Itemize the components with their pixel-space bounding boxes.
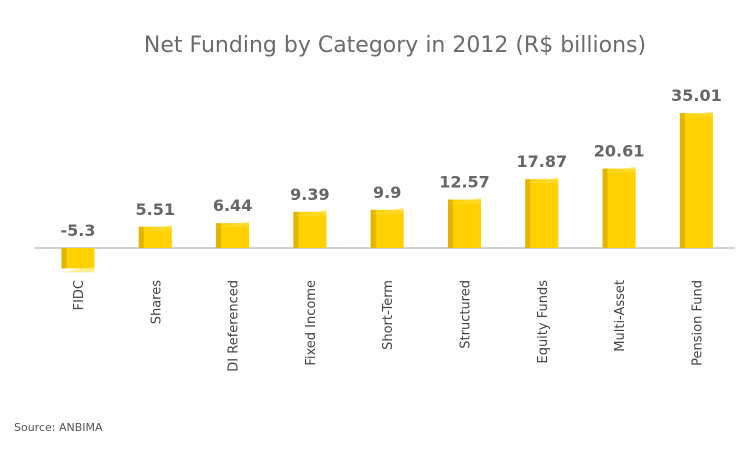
bar-cap: [370, 207, 404, 214]
bar-side: [216, 223, 222, 248]
bar: [216, 223, 250, 248]
x-tick-label: FIDC: [72, 280, 87, 310]
bar-side: [138, 226, 144, 248]
bar: [138, 226, 172, 248]
bar-cap: [293, 209, 327, 216]
bar-cap: [448, 197, 481, 204]
x-tick-label: Multi-Asset: [613, 280, 628, 352]
x-tick-label: Structured: [459, 280, 474, 349]
source-note: Source: ANBIMA: [14, 421, 103, 434]
x-tick-label: Pension Fund: [690, 280, 705, 366]
bar-cap: [138, 224, 172, 231]
data-label: 9.9: [373, 183, 401, 202]
bar: [370, 209, 404, 248]
bar-side: [370, 209, 376, 248]
bar-cap: [61, 266, 95, 273]
chart-title: Net Funding by Category in 2012 (R$ bill…: [144, 33, 646, 58]
data-label: -5.3: [61, 221, 96, 240]
bars-group: -5.3 FIDC 5.51 Shares 6.44 DI Referenced 9.39 F…: [61, 86, 722, 371]
bar-cap: [679, 111, 713, 118]
x-tick-label: Equity Funds: [536, 280, 551, 364]
data-label: 17.87: [516, 152, 567, 171]
bar: [293, 211, 327, 248]
bar-side: [61, 248, 67, 269]
bar-cap: [525, 177, 559, 184]
x-tick-label: Short-Term: [381, 280, 396, 350]
bar: [679, 113, 713, 248]
bar-side: [448, 199, 453, 248]
data-label: 9.39: [290, 185, 329, 204]
data-label: 6.44: [213, 196, 252, 215]
data-label: 20.61: [594, 142, 645, 161]
bar: [448, 199, 481, 248]
bar: [525, 179, 559, 248]
bar: [602, 168, 636, 248]
x-tick-label: Fixed Income: [304, 280, 319, 366]
data-label: 12.57: [439, 173, 490, 192]
bar-side: [525, 179, 531, 248]
bar-side: [602, 168, 608, 248]
data-label: 35.01: [671, 86, 722, 105]
bar-side: [679, 113, 685, 248]
x-tick-label: Shares: [149, 280, 164, 325]
bar-side: [293, 211, 299, 248]
bar: [61, 248, 95, 269]
data-label: 5.51: [136, 200, 175, 219]
x-tick-label: DI Referenced: [227, 280, 242, 372]
bar-cap: [602, 166, 636, 173]
bar-cap: [216, 221, 250, 228]
